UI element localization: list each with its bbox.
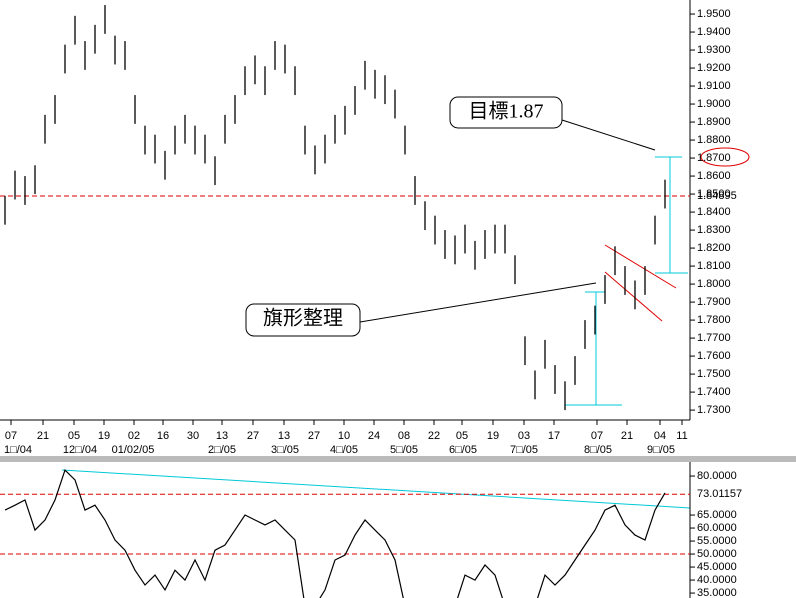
y-tick-label: 80.0000 [697,470,737,482]
y-tick-label: 1.8700 [697,152,731,164]
month-label: 3□/05 [271,444,299,456]
month-label: 8□/05 [584,444,612,456]
month-label: 4□/05 [330,444,358,456]
x-tick-label: 05 [68,430,80,442]
month-label: 12□/04 [63,444,97,456]
y-tick-label: 1.7900 [697,296,731,308]
x-tick-label: 24 [368,430,380,442]
y-tick-label: 50.0000 [697,548,737,560]
x-tick-label: 19 [98,430,110,442]
y-tick-label: 40.0000 [697,574,737,586]
y-tick-label: 1.8800 [697,134,731,146]
y-tick-label: 65.0000 [697,509,737,521]
y-tick-label: 1.9500 [697,8,731,20]
month-label: 1□/04 [4,444,32,456]
panel-separator [0,456,796,462]
y-tick-label: 1.7600 [697,350,731,362]
y-tick-label: 55.0000 [697,535,737,547]
y-tick-label: 1.9000 [697,98,731,110]
x-tick-label: 16 [157,430,169,442]
flag-upper [604,244,677,289]
x-tick-label: 02 [128,430,140,442]
x-tick-label: 10 [338,430,350,442]
month-label: 6□/05 [449,444,477,456]
callout-pointer [561,119,656,151]
y-tick-label: 45.0000 [697,561,737,573]
month-label: 5□/05 [390,444,418,456]
x-tick-label: 21 [37,430,49,442]
month-label: 01/02/05 [112,444,155,456]
y-tick-label: 60.0000 [697,522,737,534]
x-tick-label: 27 [308,430,320,442]
x-tick-label: 08 [398,430,410,442]
y-tick-label: 1.9400 [697,26,731,38]
y-tick-label: 1.8400 [697,206,731,218]
y-tick-label: 1.8300 [697,224,731,236]
x-tick-label: 04 [654,430,666,442]
y-tick-label: 1.8100 [697,260,731,272]
reference-label: 73.01157 [697,488,742,500]
x-tick-label: 22 [428,430,440,442]
indicator-line [4,469,666,598]
callout-box [449,96,563,129]
month-label: 7□/05 [510,444,538,456]
month-label: 2□/05 [208,444,236,456]
callout-pointer [359,282,597,323]
y-tick-label: 1.9200 [697,62,731,74]
x-tick-label: 30 [187,430,199,442]
y-tick-label: 1.7800 [697,314,731,326]
callout-text: 旗形整理 [263,307,343,330]
y-tick-label: 1.9300 [697,44,731,56]
x-tick-label: 27 [247,430,259,442]
x-tick-label: 21 [621,430,633,442]
x-tick-label: 07 [5,430,17,442]
x-tick-label: 03 [518,430,530,442]
y-tick-label: 1.7400 [697,386,731,398]
y-tick-label: 1.8500 [697,188,731,200]
y-tick-label: 1.7500 [697,368,731,380]
month-label: 9□/05 [647,444,675,456]
x-tick-label: 13 [216,430,228,442]
x-tick-label: 07 [591,430,603,442]
y-tick-label: 1.7700 [697,332,731,344]
y-tick-label: 1.8900 [697,116,731,128]
reference-label: 1.84895 [697,190,737,202]
y-tick-label: 1.7300 [697,404,731,416]
y-tick-label: 1.8600 [697,170,731,182]
y-tick-label: 1.8000 [697,278,731,290]
x-tick-label: 13 [278,430,290,442]
flag-lower [604,271,663,322]
x-tick-label: 05 [456,430,468,442]
y-tick-label: 1.9100 [697,80,731,92]
x-tick-label: 11 [676,430,687,442]
x-tick-label: 19 [487,430,499,442]
x-tick-label: 17 [548,430,560,442]
target-circle [700,147,750,167]
trend-line [61,469,691,509]
callout-text: 目標1.87 [469,100,544,123]
y-tick-label: 35.0000 [697,587,737,598]
y-tick-label: 1.8200 [697,242,731,254]
callout-box [245,303,361,337]
